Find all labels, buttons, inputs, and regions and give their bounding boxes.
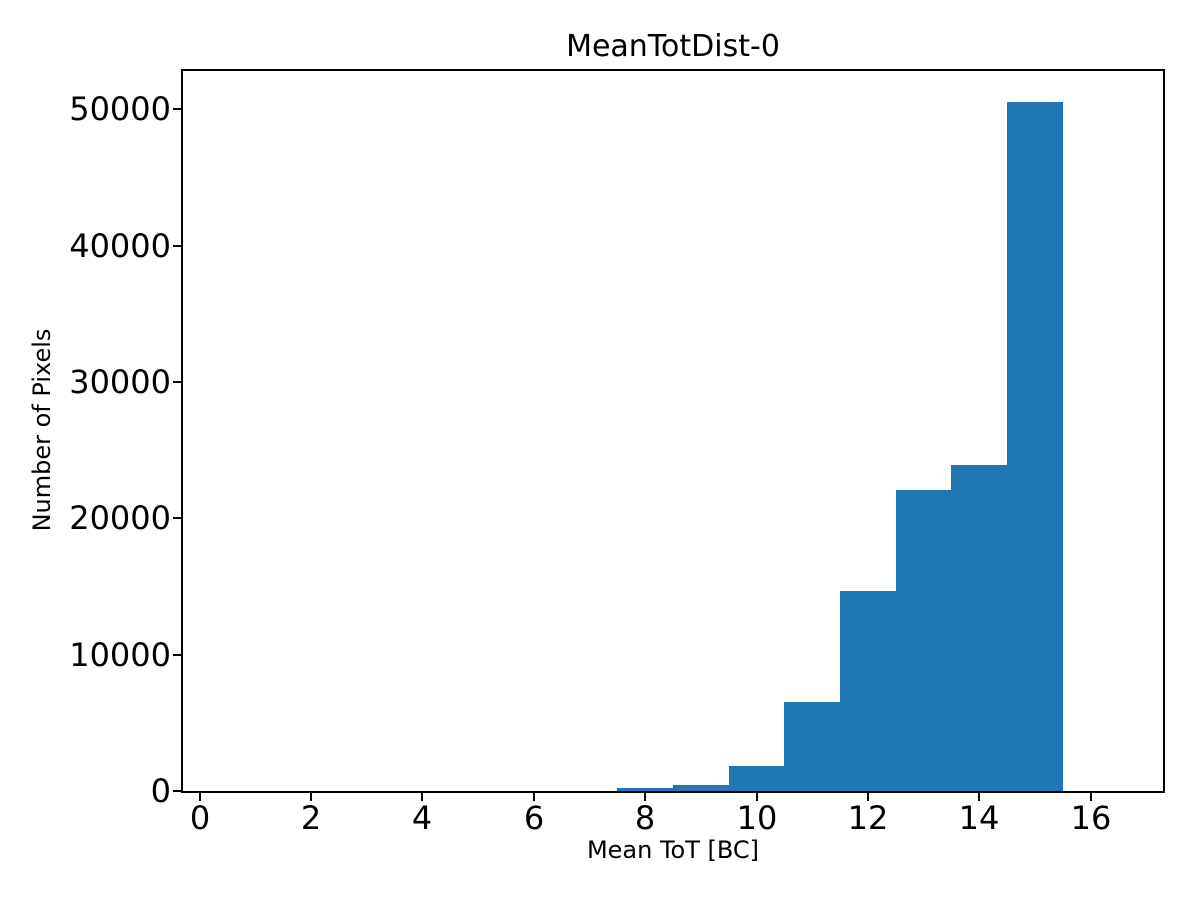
x-tick-mark bbox=[756, 793, 758, 801]
x-tick-label: 16 bbox=[1070, 799, 1112, 837]
x-tick-label: 8 bbox=[634, 799, 656, 837]
x-axis-label: Mean ToT [BC] bbox=[586, 836, 760, 864]
histogram-bar bbox=[784, 702, 840, 791]
x-tick-mark bbox=[199, 793, 201, 801]
y-tick-label: 50000 bbox=[69, 90, 171, 128]
histogram-bar bbox=[840, 591, 896, 791]
histogram-bar bbox=[1007, 102, 1063, 791]
x-tick-label: 10 bbox=[736, 799, 778, 837]
chart-title: MeanTotDist-0 bbox=[566, 29, 780, 64]
histogram-bar bbox=[896, 490, 951, 791]
plot-area bbox=[181, 69, 1165, 793]
x-tick-mark bbox=[978, 793, 980, 801]
y-tick-label: 10000 bbox=[69, 636, 171, 674]
x-tick-mark bbox=[421, 793, 423, 801]
y-tick-mark bbox=[173, 108, 181, 110]
x-tick-mark bbox=[1090, 793, 1092, 801]
histogram-bar bbox=[729, 766, 784, 791]
x-tick-label: 0 bbox=[189, 799, 211, 837]
y-tick-mark bbox=[173, 654, 181, 656]
x-tick-mark bbox=[644, 793, 646, 801]
x-tick-label: 12 bbox=[847, 799, 889, 837]
y-tick-label: 20000 bbox=[69, 499, 171, 537]
y-tick-label: 0 bbox=[150, 772, 171, 810]
histogram-bar bbox=[951, 465, 1007, 791]
x-tick-label: 14 bbox=[958, 799, 1000, 837]
x-tick-label: 4 bbox=[411, 799, 433, 837]
y-tick-label: 30000 bbox=[69, 363, 171, 401]
x-tick-mark bbox=[533, 793, 535, 801]
x-tick-mark bbox=[867, 793, 869, 801]
x-tick-label: 6 bbox=[523, 799, 545, 837]
y-tick-label: 40000 bbox=[69, 227, 171, 265]
histogram-bar bbox=[673, 785, 729, 791]
x-tick-mark bbox=[310, 793, 312, 801]
y-tick-mark bbox=[173, 381, 181, 383]
y-tick-mark bbox=[173, 790, 181, 792]
histogram-bar bbox=[617, 788, 673, 791]
y-tick-mark bbox=[173, 517, 181, 519]
x-tick-label: 2 bbox=[300, 799, 322, 837]
y-tick-mark bbox=[173, 245, 181, 247]
